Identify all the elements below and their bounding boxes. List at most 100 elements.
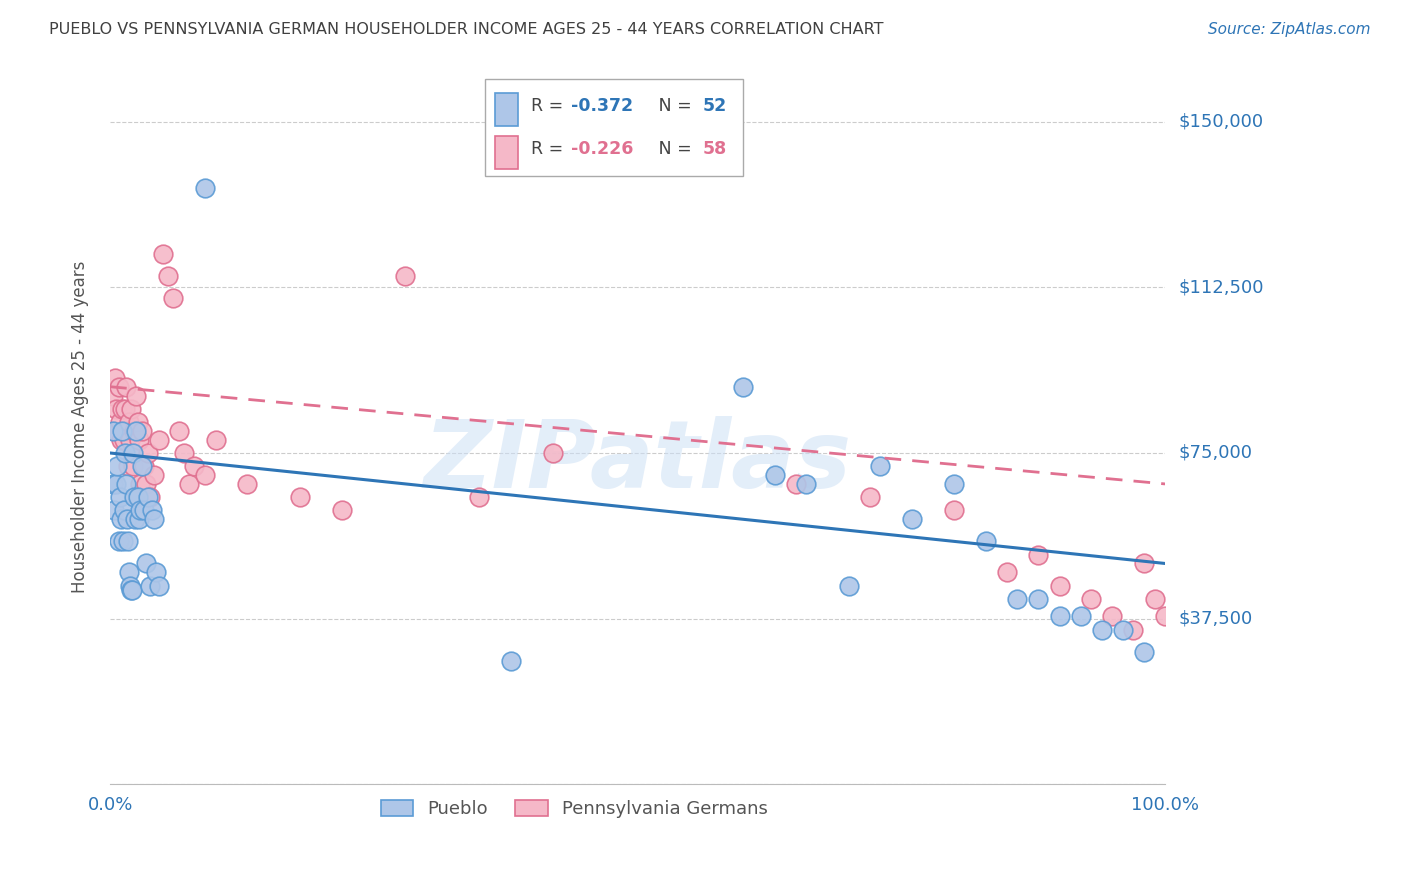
Point: [118, 415, 141, 429]
Point: [394, 269, 416, 284]
Point: [120, 578, 142, 592]
Point: [107, 459, 129, 474]
Point: [107, 380, 129, 394]
Point: [111, 424, 134, 438]
Point: [112, 503, 135, 517]
Point: [125, 424, 148, 438]
Point: [468, 490, 491, 504]
Point: [943, 503, 966, 517]
Point: [115, 512, 138, 526]
Point: [204, 433, 226, 447]
Point: [183, 459, 205, 474]
Point: [157, 269, 180, 284]
Point: [763, 468, 786, 483]
Point: [128, 512, 150, 526]
Point: [125, 388, 148, 402]
Text: $150,000: $150,000: [1180, 112, 1264, 130]
Point: [1154, 609, 1177, 624]
Point: [120, 433, 142, 447]
Point: [859, 490, 882, 504]
Point: [118, 566, 141, 580]
Point: [108, 415, 131, 429]
Point: [122, 459, 145, 474]
Point: [1133, 557, 1156, 571]
Point: [122, 446, 145, 460]
Point: [103, 503, 125, 517]
Point: [121, 446, 143, 460]
Point: [108, 490, 131, 504]
Point: [135, 477, 157, 491]
Point: [145, 566, 167, 580]
FancyBboxPatch shape: [495, 136, 519, 169]
Point: [117, 459, 139, 474]
Point: [838, 578, 860, 592]
Point: [120, 401, 142, 416]
Point: [104, 371, 127, 385]
Point: [127, 415, 149, 429]
Text: R =: R =: [531, 97, 569, 115]
Text: PUEBLO VS PENNSYLVANIA GERMAN HOUSEHOLDER INCOME AGES 25 - 44 YEARS CORRELATION : PUEBLO VS PENNSYLVANIA GERMAN HOUSEHOLDE…: [49, 22, 884, 37]
Point: [1049, 609, 1071, 624]
Point: [1049, 578, 1071, 592]
Point: [1112, 623, 1135, 637]
Point: [131, 459, 153, 474]
Point: [111, 401, 134, 416]
Point: [173, 446, 195, 460]
Point: [103, 477, 125, 491]
Text: -0.372: -0.372: [571, 97, 633, 115]
Point: [330, 503, 353, 517]
Point: [167, 424, 190, 438]
Point: [869, 459, 891, 474]
Point: [943, 477, 966, 491]
Point: [111, 424, 134, 438]
Point: [152, 247, 174, 261]
Point: [105, 477, 128, 491]
Point: [499, 654, 522, 668]
Point: [136, 490, 159, 504]
Point: [1028, 591, 1050, 606]
Point: [785, 477, 807, 491]
Point: [162, 291, 184, 305]
Point: [1133, 645, 1156, 659]
Text: Source: ZipAtlas.com: Source: ZipAtlas.com: [1208, 22, 1371, 37]
Text: -0.226: -0.226: [571, 140, 634, 159]
Text: 52: 52: [703, 97, 727, 115]
Point: [110, 512, 132, 526]
Point: [139, 578, 162, 592]
Point: [103, 424, 125, 438]
Point: [132, 503, 155, 517]
Point: [1101, 609, 1123, 624]
Point: [131, 424, 153, 438]
Point: [288, 490, 311, 504]
Point: [1007, 591, 1029, 606]
Point: [179, 477, 201, 491]
Point: [974, 534, 997, 549]
Point: [115, 424, 138, 438]
Point: [236, 477, 259, 491]
Point: [139, 490, 162, 504]
Point: [143, 512, 166, 526]
Text: ZIPatlas: ZIPatlas: [423, 417, 852, 508]
Point: [127, 490, 149, 504]
Text: $37,500: $37,500: [1180, 610, 1253, 628]
Point: [1091, 623, 1114, 637]
Text: $112,500: $112,500: [1180, 278, 1264, 296]
Point: [1122, 623, 1144, 637]
Point: [194, 468, 217, 483]
Point: [132, 459, 155, 474]
Point: [128, 433, 150, 447]
Y-axis label: Householder Income Ages 25 - 44 years: Householder Income Ages 25 - 44 years: [72, 260, 89, 592]
Point: [103, 388, 125, 402]
Point: [141, 503, 163, 517]
Point: [115, 477, 138, 491]
Point: [796, 477, 818, 491]
Point: [120, 582, 142, 597]
Point: [128, 503, 150, 517]
Point: [107, 534, 129, 549]
Point: [194, 181, 217, 195]
Point: [1080, 591, 1102, 606]
Point: [124, 424, 146, 438]
Legend: Pueblo, Pennsylvania Germans: Pueblo, Pennsylvania Germans: [374, 793, 775, 825]
Point: [995, 566, 1018, 580]
Point: [136, 446, 159, 460]
